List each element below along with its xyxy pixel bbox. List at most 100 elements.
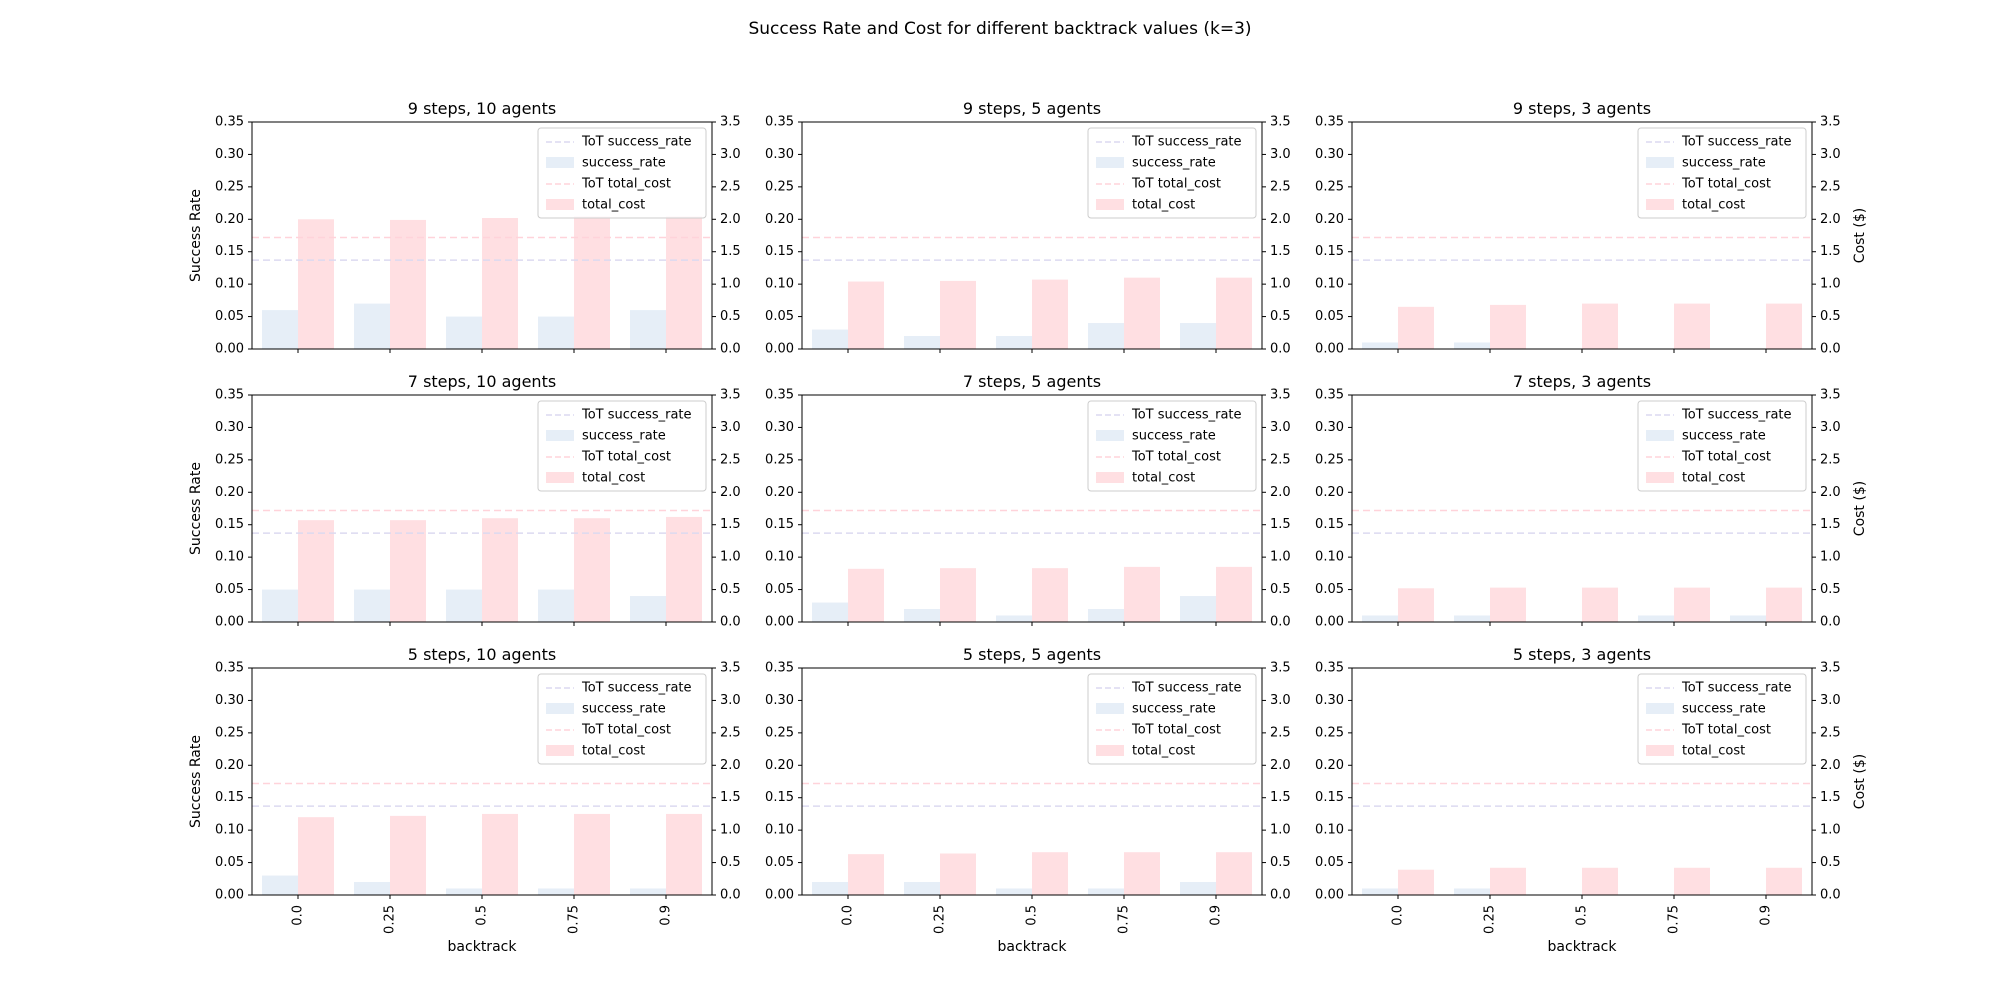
plot-frame	[251, 394, 713, 623]
left-tick-label: 0.25	[1315, 452, 1344, 467]
legend-box	[537, 127, 707, 219]
left-tick-label: 0.00	[215, 342, 244, 357]
subplot-title: 9 steps, 5 agents	[963, 99, 1101, 118]
right-tick-label: 3.5	[720, 115, 741, 130]
legend-tot-total-cost-label: ToT total_cost	[1131, 723, 1221, 738]
subplot-8: 5 steps, 5 agents 0.0 0.25 0.5 0.75 0.9 0.00 0.…	[765, 645, 1291, 955]
figure-suptitle: Success Rate and Cost for different back…	[748, 19, 1251, 39]
total-cost-bar	[1124, 566, 1160, 622]
legend-success-rate-label: success_rate	[1682, 429, 1766, 444]
total-cost-bar	[666, 516, 702, 622]
left-tick-label: 0.35	[1315, 661, 1344, 676]
left-tick-label: 0.15	[765, 790, 794, 805]
legend-total-cost-label: total_cost	[582, 198, 645, 213]
left-tick-label: 0.30	[765, 693, 794, 708]
legend-tot-total-cost-label: ToT total_cost	[581, 723, 671, 738]
right-tick-label: 2.5	[720, 452, 741, 467]
left-tick-label: 0.20	[1315, 758, 1344, 773]
legend-success-rate-marker	[1096, 430, 1124, 441]
subplot-title: 7 steps, 3 agents	[1513, 372, 1651, 391]
legend-tot-success-rate-label: ToT success_rate	[1681, 135, 1792, 150]
legend-success-rate-label: success_rate	[1682, 702, 1766, 717]
left-tick-label: 0.20	[765, 212, 794, 227]
legend-total-cost-label: total_cost	[1132, 471, 1195, 486]
legend-success-rate-marker	[1096, 157, 1124, 168]
total-cost-bar	[298, 219, 334, 349]
right-tick-label: 0.0	[1820, 615, 1841, 630]
total-cost-bar	[298, 817, 334, 895]
success-rate-bar	[1362, 888, 1398, 895]
right-tick-label: 0.5	[1820, 309, 1841, 324]
legend-total-cost-label: total_cost	[1682, 198, 1745, 213]
right-tick-label: 0.0	[1820, 342, 1841, 357]
left-tick-label: 0.05	[1315, 855, 1344, 870]
total-cost-bar	[574, 813, 610, 895]
subplot-title: 9 steps, 3 agents	[1513, 99, 1651, 118]
left-tick-label: 0.00	[765, 888, 794, 903]
total-cost-bar	[390, 520, 426, 622]
left-tick-label: 0.10	[215, 823, 244, 838]
success-rate-bar	[1180, 323, 1216, 349]
legend-success-rate-marker	[546, 430, 574, 441]
subplot-2: 9 steps, 5 agents 0.00 0.05 0.10 0.15 0.20 0.2…	[765, 99, 1291, 357]
left-tick-label: 0.30	[765, 420, 794, 435]
total-cost-bar	[1490, 587, 1526, 622]
subplot-title: 5 steps, 10 agents	[408, 645, 556, 664]
success-rate-bar	[904, 882, 940, 895]
left-tick-label: 0.10	[765, 550, 794, 565]
success-rate-bar	[1454, 342, 1490, 349]
y-axis-label-left: Success Rate	[188, 735, 204, 828]
total-cost-bar	[940, 568, 976, 622]
success-rate-bar	[354, 882, 390, 895]
y-axis-label-left: Success Rate	[188, 462, 204, 555]
right-tick-label: 1.0	[1820, 550, 1841, 565]
right-tick-label: 2.5	[720, 725, 741, 740]
right-tick-label: 2.0	[1820, 212, 1841, 227]
right-tick-label: 0.0	[720, 888, 741, 903]
plot-frame	[1351, 394, 1813, 623]
success-rate-bar	[1454, 888, 1490, 895]
success-rate-bar	[446, 316, 482, 349]
right-tick-label: 1.5	[1270, 517, 1291, 532]
right-tick-label: 3.5	[1820, 388, 1841, 403]
total-cost-bar	[1398, 588, 1434, 622]
total-cost-bar	[848, 568, 884, 622]
success-rate-bar	[1180, 882, 1216, 895]
total-cost-bar	[1032, 852, 1068, 895]
legend-total-cost-marker	[546, 472, 574, 483]
left-tick-label: 0.00	[1315, 342, 1344, 357]
left-tick-label: 0.00	[1315, 888, 1344, 903]
left-tick-label: 0.20	[215, 485, 244, 500]
legend: ToT success_rate success_rate ToT total_co…	[537, 673, 707, 765]
total-cost-bar	[1766, 303, 1802, 349]
legend-tot-success-rate-label: ToT success_rate	[1131, 681, 1242, 696]
x-tick-label: 0.75	[567, 905, 582, 934]
legend-tot-total-cost-label: ToT total_cost	[581, 177, 671, 192]
left-tick-label: 0.30	[1315, 147, 1344, 162]
left-tick-label: 0.35	[215, 115, 244, 130]
right-tick-label: 2.5	[720, 179, 741, 194]
right-tick-label: 0.0	[720, 615, 741, 630]
success-rate-bar	[1180, 596, 1216, 622]
plot-frame	[801, 394, 1263, 623]
legend-success-rate-marker	[546, 157, 574, 168]
total-cost-bar	[390, 815, 426, 895]
legend-box	[537, 400, 707, 492]
success-rate-bar	[446, 589, 482, 622]
left-tick-label: 0.20	[215, 212, 244, 227]
right-tick-label: 3.5	[720, 388, 741, 403]
left-tick-label: 0.00	[765, 615, 794, 630]
success-rate-bar	[904, 336, 940, 349]
right-tick-label: 2.0	[1820, 485, 1841, 500]
success-rate-bar	[630, 888, 666, 895]
legend: ToT success_rate success_rate ToT total_co…	[537, 127, 707, 219]
plot-frame	[1351, 667, 1813, 896]
legend-total-cost-label: total_cost	[582, 471, 645, 486]
y-axis-label-right: Cost ($)	[1852, 208, 1868, 263]
left-tick-label: 0.35	[765, 115, 794, 130]
legend-total-cost-marker	[1096, 745, 1124, 756]
legend-tot-total-cost-label: ToT total_cost	[581, 450, 671, 465]
total-cost-bar	[940, 280, 976, 349]
right-tick-label: 0.5	[1270, 582, 1291, 597]
left-tick-label: 0.25	[765, 725, 794, 740]
